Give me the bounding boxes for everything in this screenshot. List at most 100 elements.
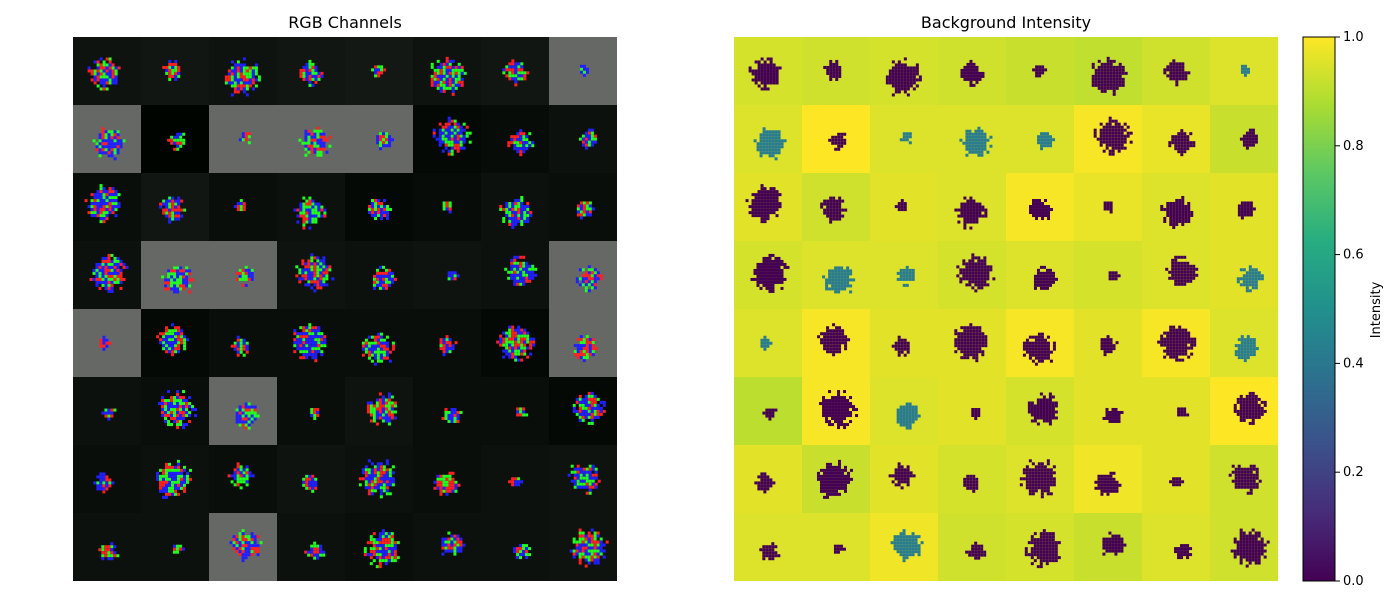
object-pixel <box>969 220 973 224</box>
object-pixel <box>519 279 523 283</box>
object-pixel <box>377 208 381 212</box>
object-pixel <box>1044 199 1048 203</box>
object-pixel <box>903 341 907 345</box>
object-pixel <box>1172 225 1176 229</box>
object-pixel <box>956 274 960 278</box>
object-pixel <box>505 334 509 338</box>
object-pixel <box>843 287 847 291</box>
object-pixel <box>1245 137 1249 141</box>
object-pixel <box>1163 219 1167 223</box>
object-pixel <box>511 328 515 332</box>
object-pixel <box>456 128 460 132</box>
object-pixel <box>765 133 769 137</box>
object-pixel <box>823 338 827 342</box>
object-pixel <box>384 280 388 284</box>
object-pixel <box>227 75 231 79</box>
rgb-tile <box>481 105 549 173</box>
object-pixel <box>846 269 850 273</box>
object-pixel <box>171 341 175 345</box>
object-pixel <box>1032 208 1036 212</box>
object-pixel <box>762 259 766 263</box>
object-pixel <box>457 83 461 87</box>
object-pixel <box>308 71 312 75</box>
object-pixel <box>180 214 184 218</box>
object-pixel <box>459 134 463 138</box>
object-pixel <box>390 401 394 405</box>
object-pixel <box>390 544 394 548</box>
object-pixel <box>244 277 248 281</box>
object-pixel <box>582 347 586 351</box>
object-pixel <box>1108 122 1112 126</box>
object-pixel <box>179 266 183 270</box>
object-pixel <box>745 199 749 203</box>
object-pixel <box>99 66 103 70</box>
object-pixel <box>451 65 455 69</box>
rgb-tile <box>277 37 345 105</box>
object-pixel <box>1117 125 1121 129</box>
object-pixel <box>319 147 323 151</box>
object-pixel <box>966 335 970 339</box>
object-pixel <box>517 204 521 208</box>
object-pixel <box>911 268 915 272</box>
object-pixel <box>1115 65 1119 69</box>
object-pixel <box>460 68 464 72</box>
object-pixel <box>768 286 772 290</box>
object-pixel <box>307 144 311 148</box>
object-pixel <box>771 130 775 134</box>
object-pixel <box>1108 271 1112 275</box>
object-pixel <box>894 63 898 67</box>
object-pixel <box>754 75 758 79</box>
object-pixel <box>313 271 317 275</box>
object-pixel <box>837 278 841 282</box>
object-pixel <box>516 255 520 259</box>
object-pixel <box>596 546 600 550</box>
object-pixel <box>1175 204 1179 208</box>
object-pixel <box>172 547 176 551</box>
object-pixel <box>585 210 589 214</box>
object-pixel <box>111 69 115 73</box>
object-pixel <box>972 332 976 336</box>
object-pixel <box>370 335 374 339</box>
object-pixel <box>311 332 315 336</box>
object-pixel <box>308 217 312 221</box>
object-pixel <box>1048 268 1052 272</box>
object-pixel <box>838 341 842 345</box>
object-pixel <box>102 335 106 339</box>
object-pixel <box>447 119 451 123</box>
object-pixel <box>968 262 972 266</box>
object-pixel <box>978 205 982 209</box>
object-pixel <box>1190 210 1194 214</box>
object-pixel <box>511 346 515 350</box>
object-pixel <box>302 77 306 81</box>
object-pixel <box>591 347 595 351</box>
object-pixel <box>1251 271 1255 275</box>
object-pixel <box>90 193 94 197</box>
object-pixel <box>768 268 772 272</box>
object-pixel <box>236 63 240 67</box>
object-pixel <box>170 480 174 484</box>
object-pixel <box>435 137 439 141</box>
object-pixel <box>846 275 850 279</box>
object-pixel <box>382 135 386 139</box>
object-pixel <box>361 344 365 348</box>
object-pixel <box>587 555 591 559</box>
object-pixel <box>316 274 320 278</box>
object-pixel <box>1117 143 1121 147</box>
object-pixel <box>391 477 395 481</box>
object-pixel <box>1097 65 1101 69</box>
object-pixel <box>328 265 332 269</box>
object-pixel <box>319 553 323 557</box>
object-pixel <box>167 420 171 424</box>
object-pixel <box>314 71 318 75</box>
object-pixel <box>159 338 163 342</box>
object-pixel <box>966 332 970 336</box>
object-pixel <box>448 480 452 484</box>
object-pixel <box>114 78 118 82</box>
object-pixel <box>244 405 248 409</box>
object-pixel <box>840 135 844 139</box>
object-pixel <box>241 135 245 139</box>
object-pixel <box>372 544 376 548</box>
object-pixel <box>93 199 97 203</box>
object-pixel <box>250 411 254 415</box>
object-pixel <box>502 349 506 353</box>
